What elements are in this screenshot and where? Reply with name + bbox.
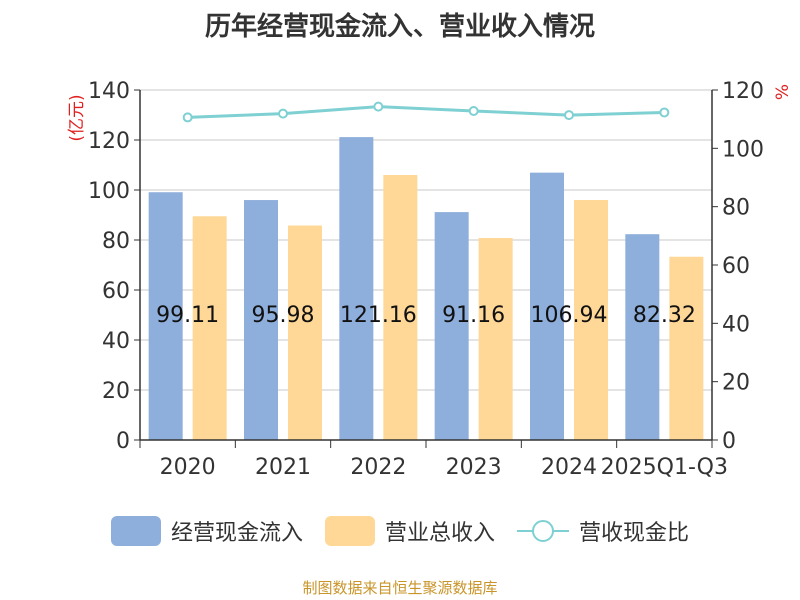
point-ratio [278,108,288,119]
x-tick-label: 2022 [350,455,406,480]
y-left-tick-label: 80 [102,229,130,254]
data-label-cash-inflow: 99.11 [156,303,219,328]
point-ratio [564,110,574,121]
grid-layer [140,89,712,391]
bar-cash-inflow [530,172,564,440]
x-tick-label: 2020 [160,455,216,480]
bar-cash-inflow [625,234,660,440]
y-right-tick-label: 120 [722,79,764,104]
data-label-cash-inflow: 95.98 [252,303,315,328]
bar-cash-inflow [244,200,278,440]
bar-revenue [192,216,227,440]
axis-layer: 020406080100120140020406080100120(亿元)%20… [67,79,793,480]
legend-swatch-revenue [324,516,375,546]
bar-cash-inflow [339,137,374,440]
chart-title: 历年经营现金流入、营业收入情况 [204,12,595,42]
data-label-cash-inflow: 91.16 [442,303,505,328]
bar-revenue [669,256,704,440]
bar-revenue [574,200,608,440]
y-left-tick-label: 20 [102,379,130,404]
data-label-cash-inflow: 121.16 [340,303,417,328]
legend-label-ratio: 营收现金比 [579,521,690,546]
point-ratio [468,106,479,116]
legend-item-revenue[interactable]: 营业总收入 [324,515,495,547]
y-left-tick-label: 140 [88,79,130,104]
legend-swatch-ratio [517,520,569,542]
bar-revenue [288,225,322,440]
x-tick-label: 2025Q1-Q3 [601,455,728,480]
y-left-tick-label: 120 [88,129,130,154]
y-right-tick-label: 20 [722,371,750,396]
legend: 经营现金流入 营业总收入 营收现金比 [0,515,800,547]
label-layer: 99.11 95.98 121.16 91.16 106.94 82.32 [156,303,696,328]
legend-label-revenue: 营业总收入 [384,521,495,546]
point-ratio [373,101,384,112]
y-right-tick-label: 100 [722,137,764,162]
x-tick-label: 2024 [541,455,597,480]
y-left-tick-label: 100 [88,179,130,204]
point-ratio [659,107,670,118]
y-right-tick-label: 0 [722,429,736,454]
data-label-cash-inflow: 106.94 [531,303,608,328]
y-right-tick-label: 60 [722,254,750,279]
line-layer [182,101,670,123]
bar-revenue [383,175,418,440]
y-right-tick-label: 40 [722,312,750,337]
y-left-axis-label: (亿元) [67,94,87,141]
data-label-cash-inflow: 82.32 [633,303,696,328]
bar-layer [148,137,704,440]
legend-item-cash-inflow[interactable]: 经营现金流入 [110,515,303,547]
y-left-tick-label: 0 [116,429,130,454]
y-left-tick-label: 60 [102,279,130,304]
x-tick-label: 2023 [446,455,502,480]
legend-swatch-cash-inflow [110,516,161,546]
y-right-tick-label: 80 [722,196,750,221]
y-left-tick-label: 40 [102,329,130,354]
bar-revenue [478,238,513,440]
line-ratio [187,105,665,119]
legend-label-cash-inflow: 经营现金流入 [170,521,303,546]
source-note: 制图数据来自恒生聚源数据库 [302,579,498,597]
point-ratio [182,112,193,123]
bar-cash-inflow [148,192,183,440]
x-tick-label: 2021 [255,455,311,480]
y-right-axis-label: % [773,84,793,100]
legend-item-ratio[interactable]: 营收现金比 [517,515,689,547]
bar-cash-inflow [434,212,469,440]
